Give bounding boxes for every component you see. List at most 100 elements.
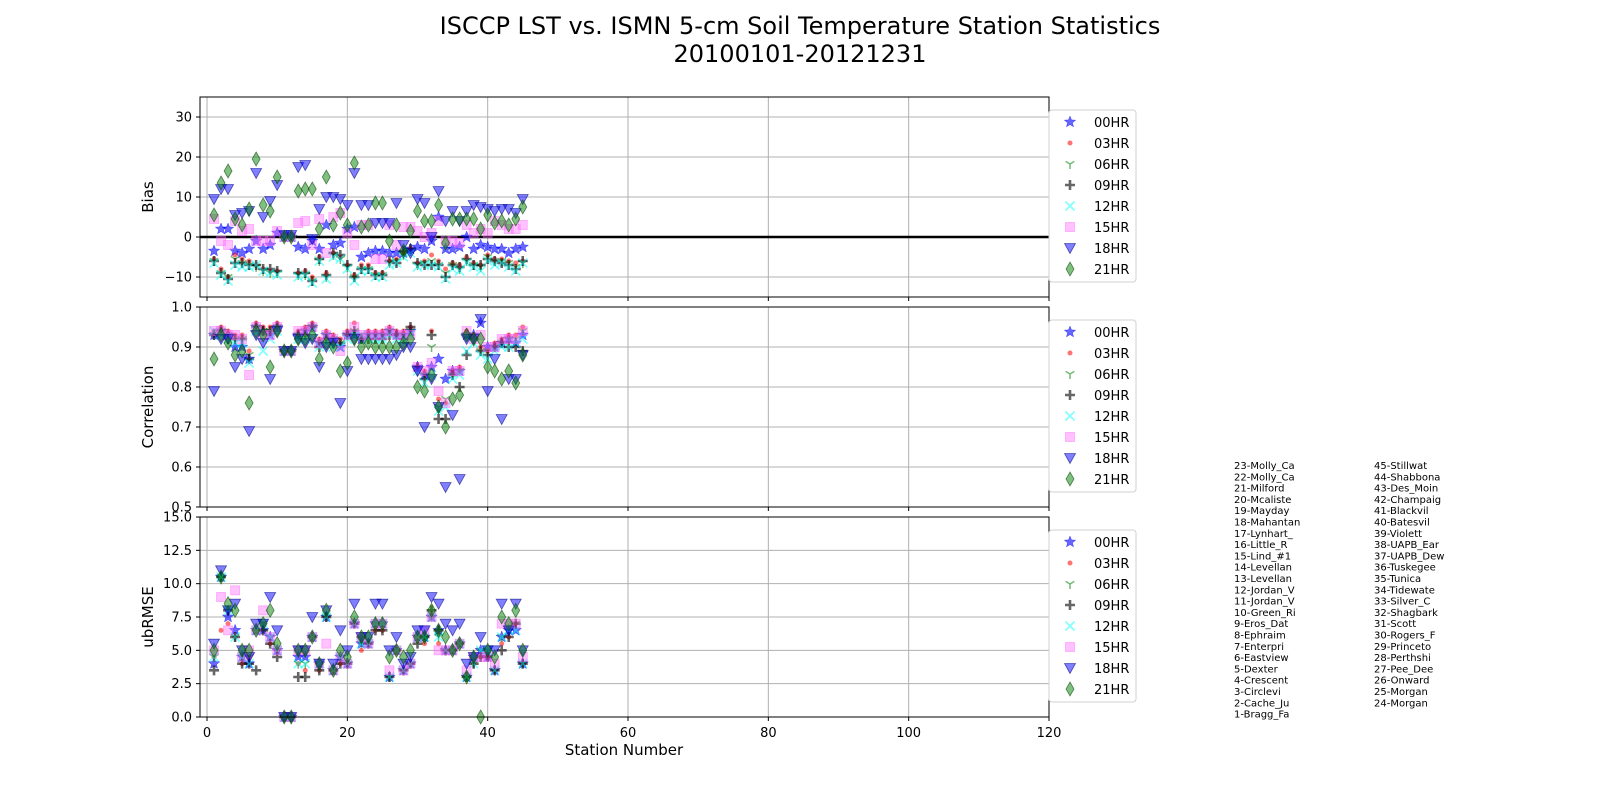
y-tick-label: 7.5 [171, 611, 192, 626]
data-point [488, 354, 501, 366]
data-point [265, 236, 276, 246]
data-point [244, 642, 254, 659]
data-point [237, 337, 248, 349]
data-point [314, 255, 325, 267]
data-point [495, 414, 508, 426]
data-point [286, 229, 296, 245]
data-point [221, 222, 235, 235]
data-point [377, 270, 388, 280]
data-point [518, 642, 528, 659]
legend-marker [1064, 410, 1076, 422]
station-name: 28-Perthshi [1374, 653, 1431, 664]
data-point [490, 363, 500, 379]
legend-label: 12HR [1094, 200, 1129, 215]
data-point [244, 357, 255, 369]
data-point [356, 219, 366, 235]
y-tick-label: 12.5 [163, 544, 192, 559]
data-point [517, 257, 528, 269]
data-point [349, 155, 359, 171]
data-point [419, 377, 430, 389]
legend-marker [1065, 681, 1075, 697]
data-point [433, 261, 444, 273]
data-point [511, 375, 521, 391]
data-point [265, 267, 276, 279]
data-point [225, 328, 231, 334]
data-point [265, 359, 275, 375]
station-name: 14-Levellan [1234, 563, 1292, 574]
data-point [384, 259, 395, 271]
data-point [292, 162, 305, 174]
data-point [426, 330, 437, 340]
data-point [468, 228, 479, 238]
data-point [446, 410, 459, 422]
data-point [420, 383, 429, 399]
series-21HR [209, 569, 528, 725]
data-point [244, 261, 255, 273]
data-point [482, 228, 493, 238]
data-point [279, 229, 289, 245]
data-point [348, 598, 361, 610]
data-point [426, 259, 437, 271]
data-point [349, 609, 359, 625]
station-name: 22-Molly_Ca [1234, 472, 1295, 483]
data-point [482, 255, 493, 267]
legend-box [1048, 319, 1137, 493]
data-point [436, 641, 442, 647]
data-point [518, 199, 528, 215]
data-point [314, 351, 324, 367]
data-point [495, 242, 509, 255]
data-point [306, 612, 319, 624]
legend-marker [1065, 160, 1075, 169]
legend-marker [1064, 200, 1076, 212]
data-point [216, 569, 226, 585]
data-point [221, 184, 235, 196]
station-name: 3-Circlevi [1234, 687, 1281, 698]
data-point [279, 343, 289, 359]
data-point [427, 367, 437, 383]
x-tick-label: 0 [203, 726, 211, 741]
data-point [271, 625, 284, 637]
data-point [517, 220, 528, 230]
data-point [454, 369, 465, 381]
data-point [379, 328, 385, 334]
data-point [358, 647, 364, 653]
data-point [328, 662, 338, 679]
data-point [453, 474, 466, 486]
data-point [342, 217, 352, 233]
data-point [258, 345, 269, 357]
series-15HR [209, 585, 528, 722]
data-point [384, 326, 395, 336]
data-point [503, 334, 514, 344]
data-point [335, 253, 346, 265]
data-point [258, 327, 268, 343]
station-name: 44-Shabbona [1374, 472, 1440, 483]
data-point [496, 334, 507, 344]
data-point [476, 221, 486, 237]
data-point [265, 602, 275, 619]
data-point [457, 364, 463, 370]
data-point [209, 642, 219, 659]
data-point [384, 329, 395, 341]
data-point [363, 629, 373, 645]
data-point [300, 642, 310, 659]
data-point [321, 248, 332, 258]
data-point [468, 261, 479, 273]
data-point [406, 331, 415, 347]
data-point [223, 625, 233, 636]
data-point [225, 621, 231, 627]
data-point [386, 324, 392, 330]
data-point [209, 207, 219, 223]
legend-label: 00HR [1094, 536, 1129, 551]
data-point [307, 277, 318, 289]
station-name: 43-Des_Moin [1374, 484, 1438, 495]
data-point [377, 333, 388, 345]
data-point [376, 598, 389, 610]
data-point [272, 269, 283, 281]
data-point [342, 649, 352, 665]
legend-marker [1065, 642, 1075, 652]
data-point [334, 194, 347, 206]
data-point [209, 256, 220, 266]
data-point [334, 398, 347, 410]
data-point [256, 212, 270, 224]
legend-marker [1065, 432, 1075, 442]
